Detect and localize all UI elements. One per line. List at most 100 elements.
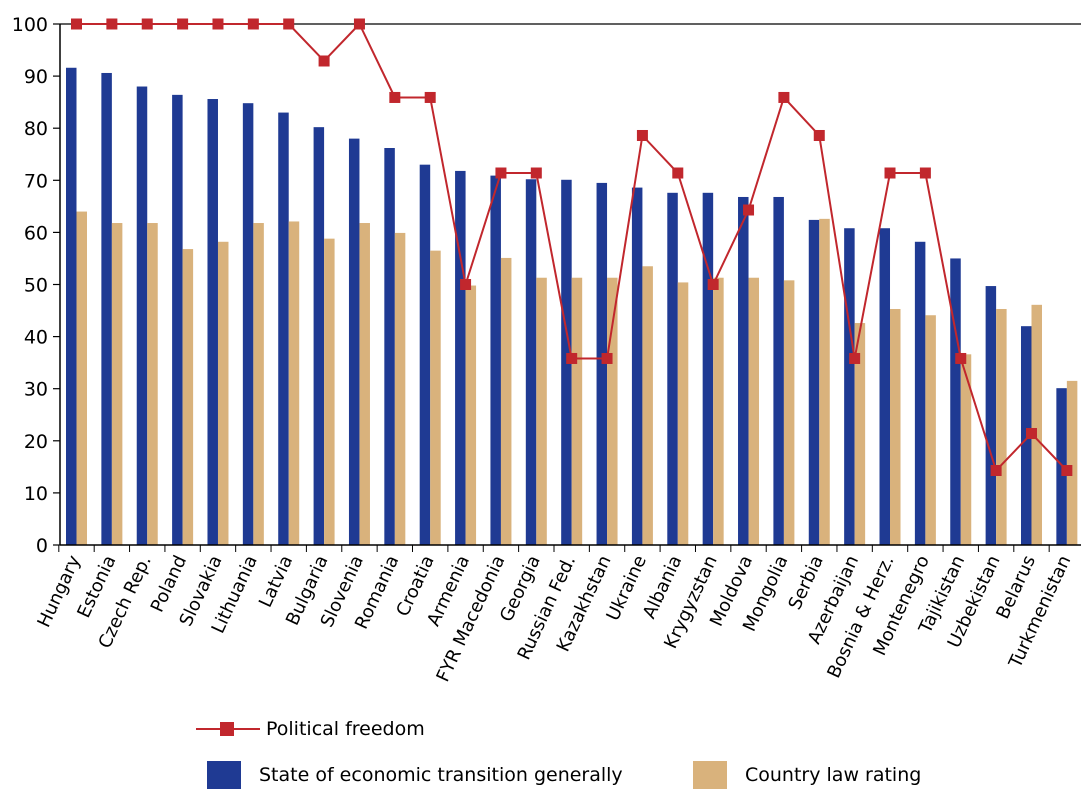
bar-country-law bbox=[465, 285, 477, 545]
bar-economic-transition bbox=[525, 179, 537, 545]
bar-economic-transition bbox=[631, 187, 643, 545]
political-freedom-point bbox=[601, 352, 613, 364]
legend-swatch-political-freedom bbox=[196, 719, 260, 739]
bar-country-law bbox=[147, 223, 158, 545]
bar-country-law bbox=[430, 250, 441, 545]
bar-country-law bbox=[607, 277, 618, 545]
legend-label-political-freedom: Political freedom bbox=[266, 718, 425, 740]
bar-economic-transition bbox=[313, 127, 325, 545]
y-tick-label: 80 bbox=[24, 118, 48, 140]
legend-item-economic-transition: State of economic transition generally bbox=[207, 761, 623, 789]
bar-country-law bbox=[713, 277, 724, 545]
political-freedom-point bbox=[141, 18, 153, 30]
bar-country-law bbox=[536, 277, 547, 545]
bar-economic-transition bbox=[914, 241, 926, 545]
bar-economic-transition bbox=[455, 170, 466, 546]
bar-country-law bbox=[642, 266, 653, 545]
political-freedom-point bbox=[1061, 465, 1073, 476]
bar-economic-transition bbox=[172, 94, 183, 546]
bar-country-law bbox=[1031, 304, 1042, 545]
political-freedom-point bbox=[566, 352, 578, 364]
y-tick-labels: 0 10 20 30 40 50 60 70 80 90 100 bbox=[12, 14, 48, 557]
political-freedom-point bbox=[990, 465, 1002, 476]
bar-country-law bbox=[677, 282, 689, 545]
political-freedom-point bbox=[389, 91, 401, 103]
bar-country-law bbox=[854, 323, 866, 545]
political-freedom-point bbox=[919, 167, 931, 179]
y-tick-label: 40 bbox=[24, 327, 48, 349]
bar-economic-transition bbox=[702, 192, 714, 546]
bar-country-law bbox=[500, 257, 512, 545]
political-freedom-point bbox=[884, 167, 896, 179]
political-freedom-point bbox=[495, 167, 507, 179]
y-tick-label: 10 bbox=[24, 483, 48, 505]
political-freedom-point bbox=[283, 18, 295, 30]
bar-country-law bbox=[748, 277, 760, 545]
bar-country-law bbox=[819, 218, 830, 545]
bar-country-law bbox=[890, 308, 901, 545]
bar-country-law bbox=[217, 241, 229, 545]
legend-label-economic-transition: State of economic transition generally bbox=[259, 764, 623, 786]
y-tick-label: 50 bbox=[24, 275, 48, 297]
legend-swatch-economic-transition bbox=[207, 761, 241, 789]
bar-economic-transition bbox=[66, 67, 77, 545]
bar-country-law bbox=[182, 249, 194, 545]
bar-economic-transition bbox=[773, 196, 784, 545]
political-freedom-point bbox=[636, 129, 648, 141]
bar-economic-transition bbox=[879, 228, 891, 546]
bar-country-law bbox=[571, 277, 583, 545]
y-tick-label: 60 bbox=[24, 222, 48, 244]
bar-economic-transition bbox=[808, 219, 820, 545]
bar-country-law bbox=[1066, 380, 1078, 545]
bar-country-law bbox=[783, 280, 795, 545]
political-freedom-point bbox=[318, 55, 330, 67]
x-tick-label: Hungary bbox=[34, 552, 86, 631]
y-tick-label: 0 bbox=[36, 535, 48, 557]
bar-economic-transition bbox=[490, 175, 501, 546]
bar-country-law bbox=[996, 308, 1007, 545]
political-freedom-point bbox=[424, 91, 436, 103]
bar-country-law bbox=[359, 223, 370, 545]
bar-economic-transition bbox=[136, 86, 148, 546]
bar-economic-transition bbox=[667, 192, 678, 546]
legend-swatch-country-law bbox=[693, 761, 727, 789]
political-freedom-point bbox=[778, 91, 790, 103]
bar-economic-transition bbox=[950, 258, 961, 545]
political-freedom-point bbox=[743, 204, 755, 216]
bars-layer bbox=[66, 67, 1078, 546]
bar-economic-transition bbox=[419, 164, 431, 546]
political-freedom-point bbox=[247, 18, 259, 30]
bar-economic-transition bbox=[242, 103, 254, 545]
political-freedom-point bbox=[813, 129, 825, 141]
bar-economic-transition bbox=[101, 72, 112, 545]
political-freedom-point bbox=[106, 18, 118, 30]
political-freedom-point bbox=[849, 352, 861, 364]
bar-economic-transition bbox=[348, 138, 360, 545]
bar-economic-transition bbox=[844, 228, 855, 546]
bar-economic-transition bbox=[278, 112, 289, 545]
bar-country-law bbox=[925, 315, 936, 545]
political-freedom-point bbox=[212, 18, 224, 30]
political-freedom-point bbox=[955, 352, 967, 364]
bar-country-law bbox=[394, 232, 406, 546]
political-freedom-point bbox=[1025, 428, 1037, 440]
bar-country-law bbox=[960, 354, 972, 545]
legend-label-country-law: Country law rating bbox=[745, 764, 922, 786]
y-tick-label: 20 bbox=[24, 431, 48, 453]
political-freedom-point bbox=[707, 279, 719, 290]
bar-country-law bbox=[253, 223, 264, 545]
bar-country-law bbox=[111, 223, 123, 545]
y-tick-label: 30 bbox=[24, 379, 48, 401]
bar-economic-transition bbox=[384, 148, 395, 545]
political-freedom-point bbox=[177, 18, 189, 30]
y-tick-label: 90 bbox=[24, 66, 48, 88]
y-tick-label: 70 bbox=[24, 170, 48, 192]
political-freedom-point bbox=[71, 18, 82, 30]
political-freedom-point bbox=[672, 167, 684, 179]
political-freedom-point bbox=[353, 18, 365, 30]
bar-country-law bbox=[76, 211, 87, 545]
legend-item-country-law: Country law rating bbox=[693, 761, 921, 789]
political-freedom-line-layer bbox=[71, 18, 1073, 476]
